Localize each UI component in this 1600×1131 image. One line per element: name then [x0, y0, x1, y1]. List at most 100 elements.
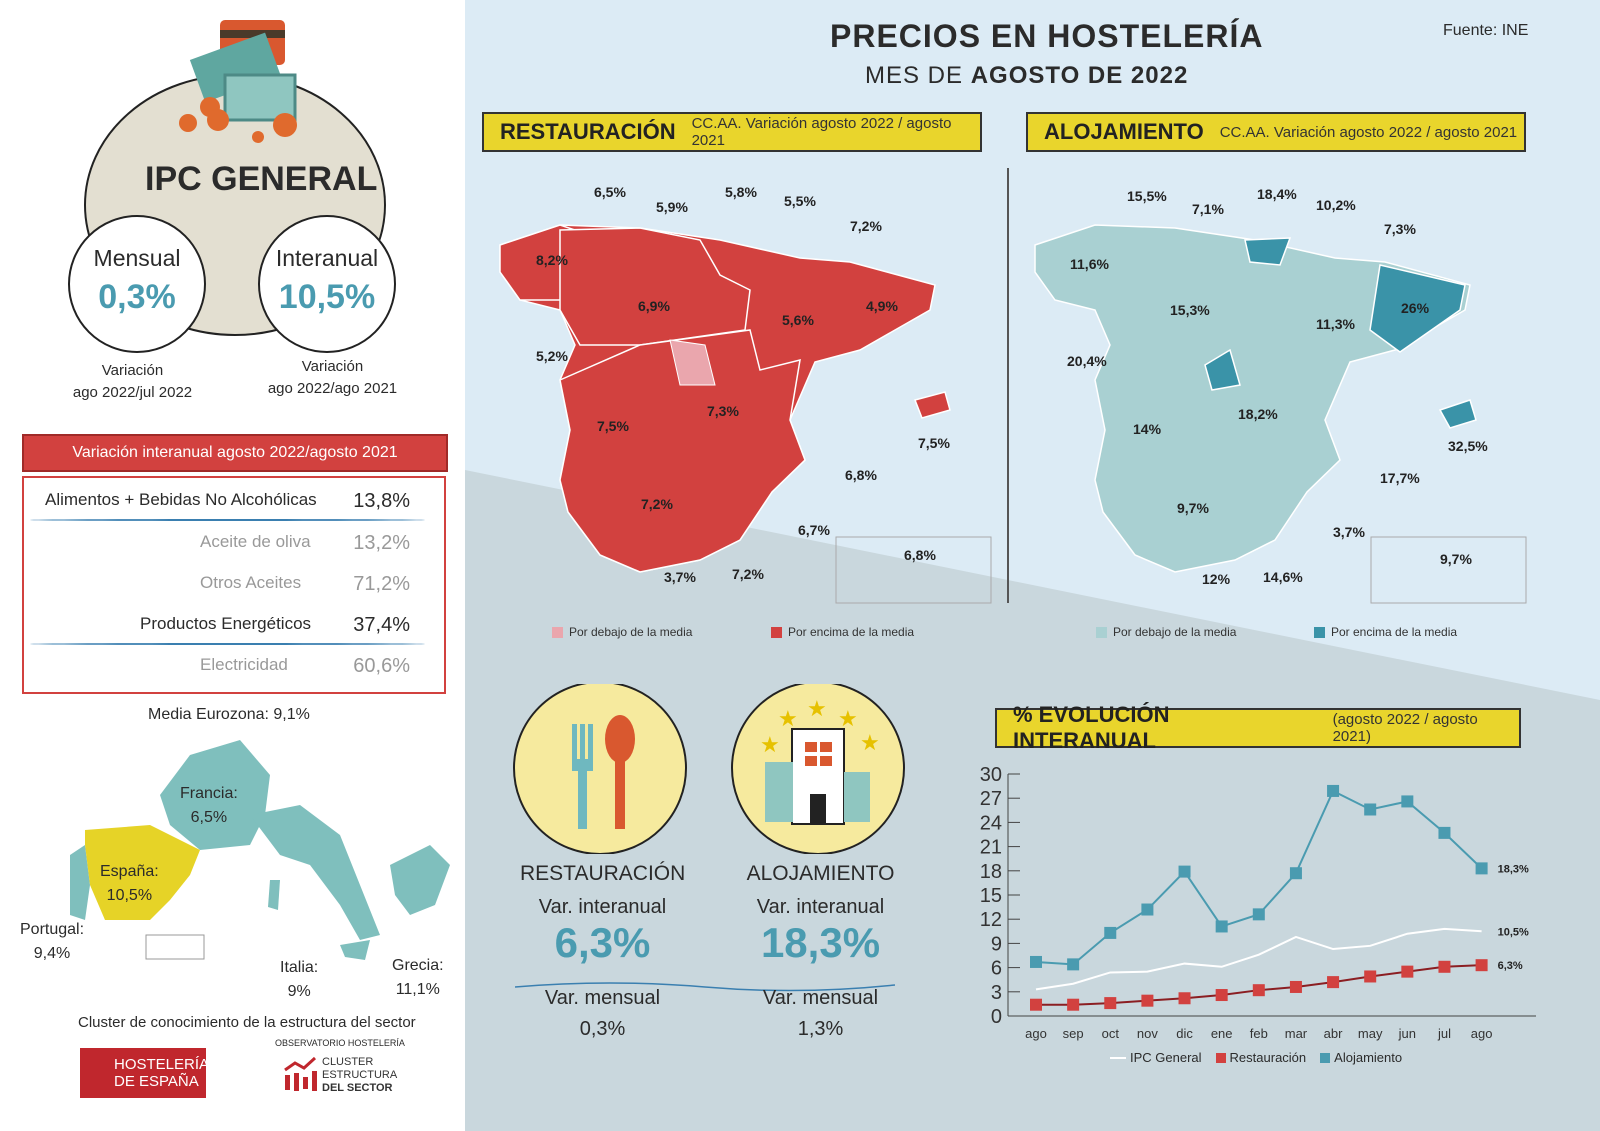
data-point [1141, 903, 1154, 916]
y-tick-label: 12 [980, 909, 1002, 931]
x-tick-label: feb [1250, 1026, 1268, 1041]
table-row: Electricidad 60,6% [30, 655, 420, 678]
data-point [1178, 992, 1191, 1005]
data-point [1401, 965, 1414, 978]
map-value-label: 7,2% [732, 566, 764, 582]
summary-month-value: 0,3% [579, 1018, 626, 1040]
map-value-label: 6,9% [638, 298, 670, 314]
y-tick-label: 15 [980, 885, 1002, 907]
x-tick-label: jul [1437, 1026, 1451, 1041]
country-value: 11,1% [395, 981, 440, 998]
y-tick-label: 27 [980, 788, 1002, 810]
series-end-label: 18,3% [1498, 863, 1529, 875]
restauracion-banner: RESTAURACIÓN CC.AA. Variación agosto 2022… [482, 112, 982, 152]
row-label: Otros Aceites [200, 573, 302, 592]
logo-text: DE ESPAÑA [114, 1073, 199, 1090]
country-name: Grecia: [392, 957, 444, 974]
country-name: Francia: [180, 785, 238, 802]
y-tick-label: 0 [991, 1006, 1002, 1028]
region-shape [1204, 348, 1241, 391]
row-value: 13,8% [353, 490, 410, 512]
x-tick-label: mar [1285, 1026, 1308, 1041]
row-underline [30, 519, 425, 521]
y-tick-label: 30 [980, 764, 1002, 786]
x-tick-label: dic [1176, 1026, 1193, 1041]
series-end-label: 6,3% [1498, 960, 1523, 972]
alojamiento-banner: ALOJAMIENTO CC.AA. Variación agosto 2022 … [1026, 112, 1526, 152]
banner-subtitle: CC.AA. Variación agosto 2022 / agosto 20… [1219, 123, 1518, 141]
row-label: Electricidad [200, 655, 288, 674]
summary-var-value: 18,3% [760, 919, 881, 966]
map-value-label: 7,2% [850, 218, 882, 234]
table-title: Variación interanual agosto 2022/agosto … [22, 434, 448, 472]
map-value-label: 6,7% [798, 522, 830, 538]
map-value-label: 12% [1202, 571, 1231, 587]
data-point [1141, 994, 1154, 1007]
series-line [1035, 927, 1482, 991]
summary-month-value: 1,3% [797, 1018, 844, 1040]
country-label: Italia: 9% [280, 956, 318, 1004]
ipc-monthly-value: 0,3% [98, 278, 176, 316]
map-value-label: 11,6% [1070, 256, 1109, 272]
legend-item: Restauración [1215, 1050, 1307, 1065]
map-value-label: 5,9% [656, 199, 688, 215]
svg-text:★: ★ [807, 696, 827, 721]
region-shape [559, 227, 751, 346]
ipc-annual-caption: Variación ago 2022/ago 2021 [260, 356, 405, 400]
summary-var-value: 6,3% [554, 919, 651, 966]
row-value: 13,2% [353, 532, 410, 554]
map-value-label: 8,2% [536, 252, 568, 268]
cluster-logo-icon [284, 1056, 317, 1091]
banner-title: RESTAURACIÓN [500, 119, 676, 144]
region-shape [1369, 264, 1466, 353]
summary-rest: RESTAURACIÓN Var. interanual 6,3% Var. mens… [520, 860, 685, 1041]
country-value: 6,5% [190, 809, 228, 826]
map-value-label: 5,2% [536, 348, 568, 364]
row-label: Alimentos + Bebidas No Alcohólicas [45, 490, 317, 509]
aloj-legend-above: Por encima de la media [1314, 625, 1457, 639]
ipc-monthly-caption: Variación ago 2022/jul 2022 [60, 360, 205, 404]
y-tick-label: 3 [991, 982, 1002, 1004]
logo-text: ESTRUCTURA [322, 1069, 398, 1081]
region-shape [1438, 399, 1477, 429]
subtitle-prefix: MES DE [865, 62, 971, 89]
eurozone-media: Media Eurozona: 9,1% [148, 706, 310, 723]
region-shape [913, 391, 951, 419]
table-row: Productos Energéticos 37,4% [30, 614, 420, 637]
map-value-label: 7,5% [597, 418, 629, 434]
country-label: Grecia: 11,1% [392, 954, 444, 1002]
ipc-annual-value: 10,5% [278, 278, 376, 316]
data-point [1178, 865, 1191, 878]
legend-text: Por encima de la media [1331, 625, 1458, 639]
summary-month-label: Var. mensual [544, 987, 661, 1009]
summary-var-label: Var. interanual [756, 896, 885, 918]
data-point [1289, 980, 1302, 993]
row-label: Aceite de oliva [200, 532, 311, 551]
row-label: Productos Energéticos [140, 614, 312, 633]
legend-item: IPC General [1110, 1050, 1202, 1065]
map-value-label: 26% [1401, 300, 1430, 316]
map-value-label: 15,5% [1127, 188, 1167, 204]
map-value-label: 14,6% [1263, 569, 1303, 585]
banner-subtitle: CC.AA. Variación agosto 2022 / agosto 20… [691, 115, 952, 149]
portugal-shape [70, 845, 90, 920]
region-shape [559, 329, 806, 573]
map-value-label: 7,5% [918, 435, 950, 451]
legend-label: Restauración [1229, 1050, 1307, 1065]
chart-subtitle: (agosto 2022 / agosto 2021) [1332, 711, 1478, 745]
map-value-label: 15,3% [1170, 302, 1210, 318]
map-value-label: 9,7% [1440, 551, 1472, 567]
summary-aloj: ALOJAMIENTO Var. interanual 18,3% Var. mens… [738, 860, 903, 1041]
europe-map [70, 740, 450, 960]
data-point [1030, 955, 1042, 968]
x-tick-label: may [1358, 1026, 1383, 1041]
map-value-label: 3,7% [664, 569, 696, 585]
rest-legend-below: Por debajo de la media [552, 625, 692, 639]
x-tick-label: sep [1063, 1026, 1084, 1041]
legend-text: Por encima de la media [788, 625, 915, 639]
country-name: España: [100, 863, 159, 880]
table-row: Alimentos + Bebidas No Alcohólicas 13,8% [30, 490, 420, 513]
data-point [1438, 826, 1451, 839]
legend-swatch [1215, 1052, 1226, 1063]
divider [1007, 168, 1009, 603]
